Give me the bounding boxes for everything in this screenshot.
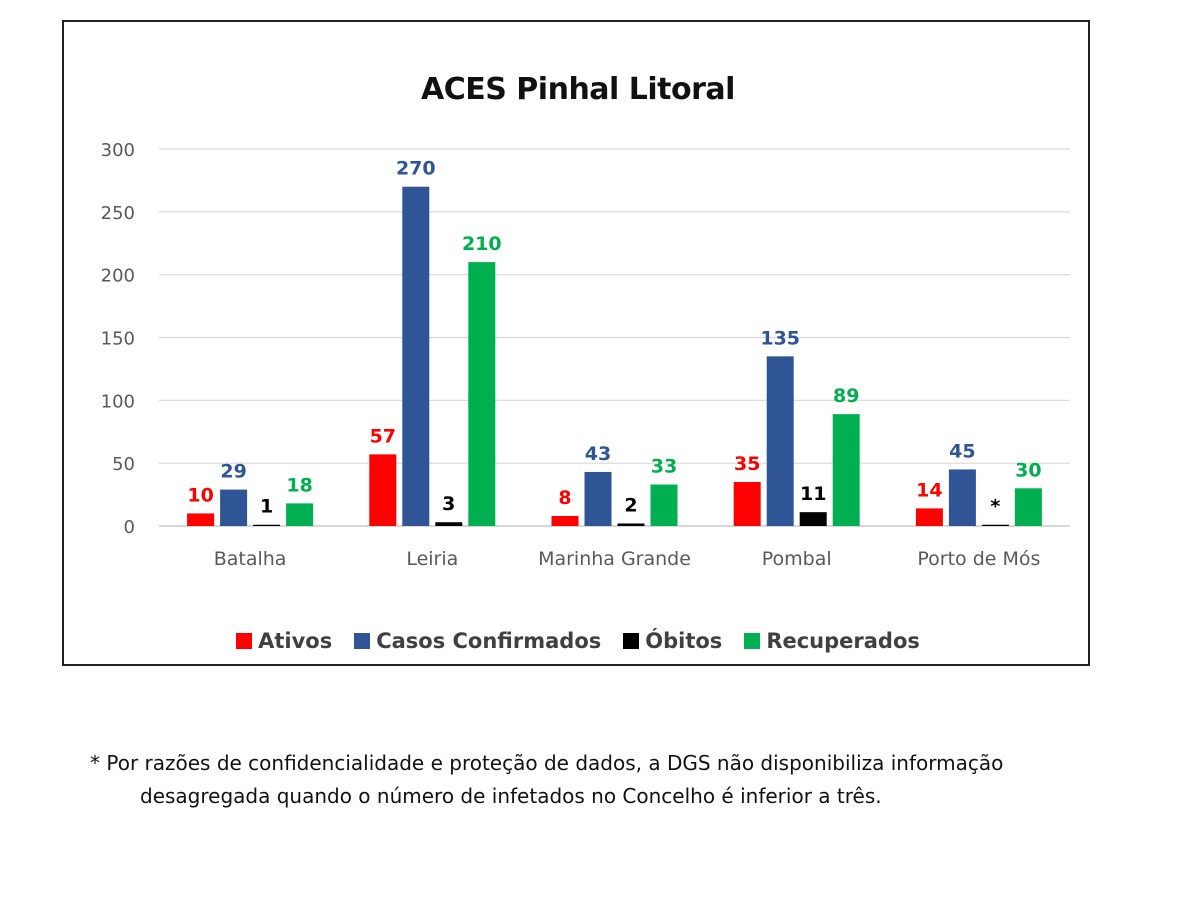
footnote: * Por razões de confidencialidade e prot… — [90, 747, 1190, 813]
bar — [187, 513, 215, 526]
legend-swatch — [354, 633, 371, 649]
legend-swatch — [236, 633, 253, 649]
y-tick-label: 200 — [101, 266, 135, 287]
y-tick-label: 100 — [101, 391, 135, 412]
data-label: 33 — [651, 456, 677, 478]
legend-label: Casos Confirmados — [376, 629, 602, 653]
data-label: 29 — [220, 461, 246, 483]
data-label: 270 — [396, 158, 436, 180]
data-label: 18 — [286, 474, 312, 496]
y-tick-label: 50 — [112, 454, 135, 475]
legend-swatch — [744, 633, 761, 649]
data-label: 30 — [1015, 459, 1041, 481]
data-label: 35 — [734, 453, 760, 475]
x-tick-label: Batalha — [214, 548, 287, 570]
legend-item: Casos Confirmados — [354, 629, 601, 653]
y-tick-label: 0 — [124, 517, 135, 538]
y-tick-label: 150 — [101, 329, 135, 350]
bar — [468, 262, 496, 526]
legend-item: Ativos — [236, 629, 332, 653]
x-tick-label: Pombal — [762, 548, 832, 570]
bar-chart: 0501001502002503001029118Batalha57270321… — [101, 140, 1070, 570]
y-tick-label: 300 — [101, 140, 135, 161]
bar — [253, 524, 281, 526]
bar — [551, 515, 579, 526]
bar — [584, 471, 612, 526]
chart-legend: Ativos Casos Confirmados Óbitos Recuperados — [64, 629, 1092, 653]
bar — [402, 186, 430, 526]
footnote-line-2: desagregada quando o número de infetados… — [140, 784, 882, 808]
bar — [981, 524, 1009, 526]
bar — [915, 508, 943, 526]
data-label: 89 — [833, 385, 859, 407]
legend-label: Ativos — [258, 629, 333, 653]
chart-title: ACES Pinhal Litoral — [421, 72, 735, 107]
data-label: 45 — [949, 440, 975, 462]
bar — [766, 356, 794, 526]
legend-item: Óbitos — [623, 629, 722, 653]
data-label: 43 — [585, 443, 611, 465]
bar — [799, 512, 827, 526]
bar — [617, 523, 645, 526]
legend-label: Recuperados — [766, 629, 920, 653]
bar — [220, 489, 248, 526]
data-label: 8 — [558, 487, 571, 509]
y-tick-label: 250 — [101, 203, 135, 224]
data-label: 57 — [370, 425, 396, 447]
data-label: 14 — [916, 479, 942, 501]
legend-swatch — [623, 633, 640, 649]
x-tick-label: Porto de Mós — [917, 548, 1040, 570]
bar — [369, 454, 397, 526]
data-label: 2 — [624, 494, 637, 516]
bar — [435, 522, 463, 526]
bar — [733, 482, 761, 526]
bar — [286, 503, 314, 526]
data-label: 10 — [187, 484, 213, 506]
chart-frame: 0 50 100 150 200 250 300 10 29 1 18 Batalha 57 270 3 21… — [62, 20, 1090, 666]
bar — [1014, 488, 1042, 526]
legend-label: Óbitos — [645, 629, 723, 653]
bar — [948, 469, 976, 526]
data-label: * — [990, 496, 1000, 518]
data-label: 135 — [760, 327, 800, 349]
footnote-line-1: * Por razões de confidencialidade e prot… — [90, 751, 1004, 775]
bar — [650, 484, 678, 526]
x-tick-label: Marinha Grande — [538, 548, 691, 570]
data-label: 11 — [800, 483, 826, 505]
legend-item: Recuperados — [744, 629, 920, 653]
data-label: 210 — [462, 233, 502, 255]
data-label: 3 — [442, 493, 455, 515]
data-label: 1 — [260, 496, 273, 518]
bar — [832, 414, 860, 526]
x-tick-label: Leiria — [406, 548, 458, 570]
